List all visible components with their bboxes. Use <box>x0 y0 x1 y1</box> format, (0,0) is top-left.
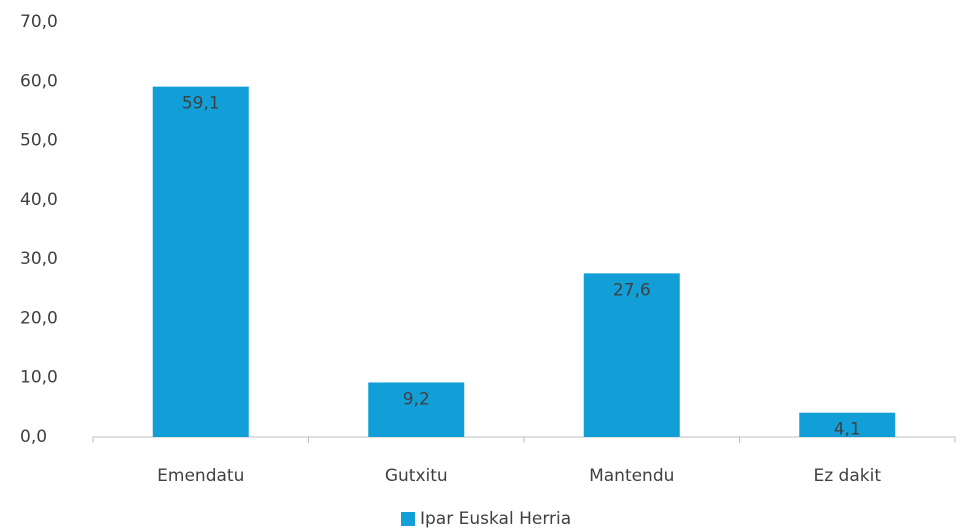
data-label: 4,1 <box>834 420 861 440</box>
data-label: 9,2 <box>403 389 430 409</box>
y-tick-label: 30,0 <box>20 249 58 269</box>
y-tick-label: 0,0 <box>20 427 47 447</box>
x-tick-label: Gutxitu <box>385 466 448 486</box>
x-tick-label: Ez dakit <box>813 466 881 486</box>
x-tick-label: Emendatu <box>157 466 244 486</box>
y-tick-label: 40,0 <box>20 190 58 210</box>
x-tick-label: Mantendu <box>589 466 674 486</box>
y-tick-label: 60,0 <box>20 71 58 91</box>
bar <box>583 273 680 437</box>
y-tick-label: 10,0 <box>20 368 58 388</box>
bar <box>799 412 896 437</box>
bar <box>368 382 465 437</box>
y-tick-label: 70,0 <box>20 12 58 32</box>
data-label: 59,1 <box>182 94 220 114</box>
y-tick-label: 50,0 <box>20 131 58 151</box>
legend-swatch <box>401 512 415 526</box>
y-tick-label: 20,0 <box>20 308 58 328</box>
bar <box>152 86 249 437</box>
data-label: 27,6 <box>613 280 651 300</box>
legend-label: Ipar Euskal Herria <box>420 509 571 529</box>
